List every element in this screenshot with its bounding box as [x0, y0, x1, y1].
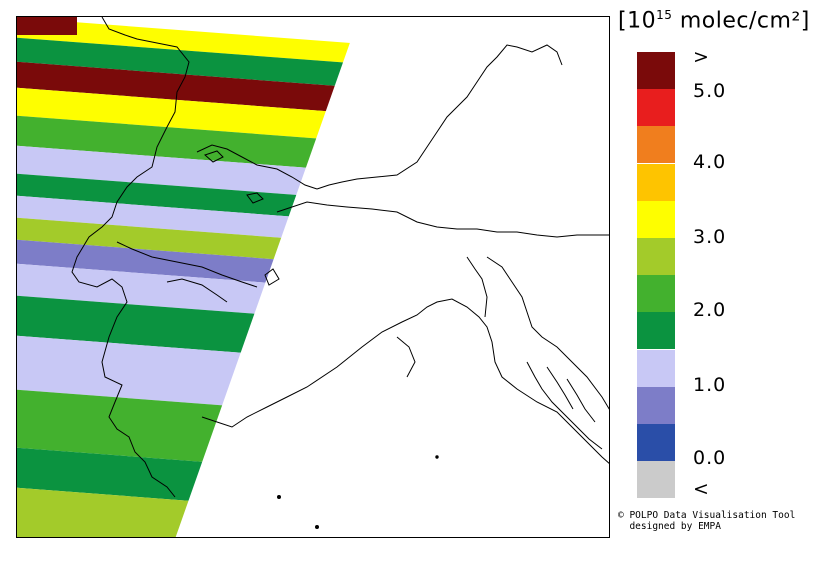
legend-swatch [637, 200, 675, 238]
satellite-swath [17, 17, 359, 537]
swath-band [17, 115, 359, 173]
legend-label: 4.0 [693, 151, 727, 173]
swath-band [17, 17, 77, 35]
legend-label: 5.0 [693, 80, 727, 102]
swath-band [17, 87, 359, 143]
swath-band [17, 17, 359, 65]
legend-swatch [637, 163, 675, 201]
swath-band [17, 61, 359, 115]
legend-swatch [637, 238, 675, 275]
legend-label: 1.0 [693, 374, 727, 396]
swath-band [17, 487, 359, 537]
legend-label: > [693, 46, 710, 68]
map-frame [16, 16, 610, 538]
legend-label: 2.0 [693, 299, 727, 321]
legend-swatch [637, 312, 675, 350]
legend-swatch [637, 349, 675, 387]
swath-band [17, 145, 359, 201]
legend-label: < [693, 478, 710, 500]
legend-swatch [637, 126, 675, 164]
credit-text: © POLPO Data Visualisation Tool designed… [618, 510, 796, 532]
legend-swatch [637, 461, 675, 499]
coastlines-and-borders [71, 17, 609, 529]
swath-band [17, 37, 359, 89]
map-canvas [17, 17, 609, 537]
legend-label: 0.0 [693, 447, 727, 469]
legend-swatch [637, 424, 675, 461]
legend-swatch [637, 52, 675, 89]
legend-label: 3.0 [693, 226, 727, 248]
legend-swatch [637, 89, 675, 127]
legend-title: [1015 molec/cm²] [618, 8, 810, 34]
legend-swatch [637, 386, 675, 424]
swath-band [17, 173, 359, 223]
legend-swatch [637, 275, 675, 313]
